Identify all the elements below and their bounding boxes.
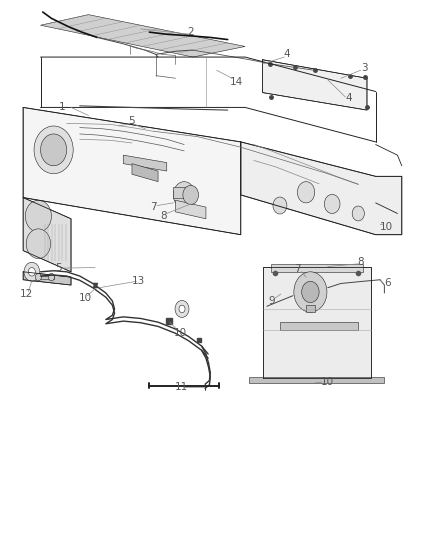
Text: 1: 1 (59, 102, 66, 112)
Polygon shape (250, 377, 385, 383)
Circle shape (273, 197, 287, 214)
Text: 8: 8 (160, 211, 166, 221)
Text: 4: 4 (346, 93, 352, 103)
Text: 10: 10 (380, 222, 393, 232)
Text: 10: 10 (174, 328, 187, 338)
Polygon shape (36, 276, 53, 279)
Circle shape (34, 126, 73, 174)
Polygon shape (132, 164, 158, 182)
Text: 6: 6 (385, 278, 391, 288)
Polygon shape (306, 305, 315, 312)
Circle shape (173, 182, 195, 208)
Text: 5: 5 (56, 263, 62, 273)
Circle shape (175, 301, 189, 317)
Text: 14: 14 (230, 77, 243, 87)
Polygon shape (241, 142, 402, 235)
Polygon shape (41, 14, 245, 57)
Text: 4: 4 (283, 50, 290, 59)
Polygon shape (262, 266, 371, 378)
Circle shape (26, 229, 50, 259)
Circle shape (35, 273, 42, 281)
Text: 5: 5 (129, 116, 135, 126)
Circle shape (28, 268, 35, 276)
Polygon shape (173, 187, 195, 198)
Circle shape (294, 272, 327, 312)
Polygon shape (262, 60, 367, 110)
Text: 2: 2 (187, 27, 194, 37)
Text: 13: 13 (132, 276, 145, 286)
Circle shape (48, 273, 54, 281)
Polygon shape (123, 155, 167, 171)
Text: 7: 7 (294, 264, 300, 274)
Polygon shape (23, 198, 71, 272)
Text: 10: 10 (320, 376, 333, 386)
Polygon shape (23, 272, 71, 285)
Polygon shape (23, 108, 241, 235)
Circle shape (183, 185, 198, 205)
Circle shape (179, 305, 185, 313)
Polygon shape (271, 264, 363, 272)
Circle shape (352, 206, 364, 221)
Text: 11: 11 (174, 382, 188, 392)
Text: 9: 9 (269, 296, 276, 306)
Text: 7: 7 (150, 201, 157, 212)
Text: 10: 10 (78, 293, 92, 303)
Circle shape (324, 195, 340, 214)
Circle shape (41, 134, 67, 166)
Circle shape (302, 281, 319, 303)
Circle shape (25, 200, 51, 232)
Text: 3: 3 (361, 63, 368, 72)
Text: 8: 8 (357, 257, 364, 267)
Polygon shape (176, 200, 206, 219)
Polygon shape (280, 322, 358, 330)
Text: 12: 12 (20, 289, 33, 299)
Circle shape (24, 262, 40, 281)
Circle shape (297, 182, 315, 203)
